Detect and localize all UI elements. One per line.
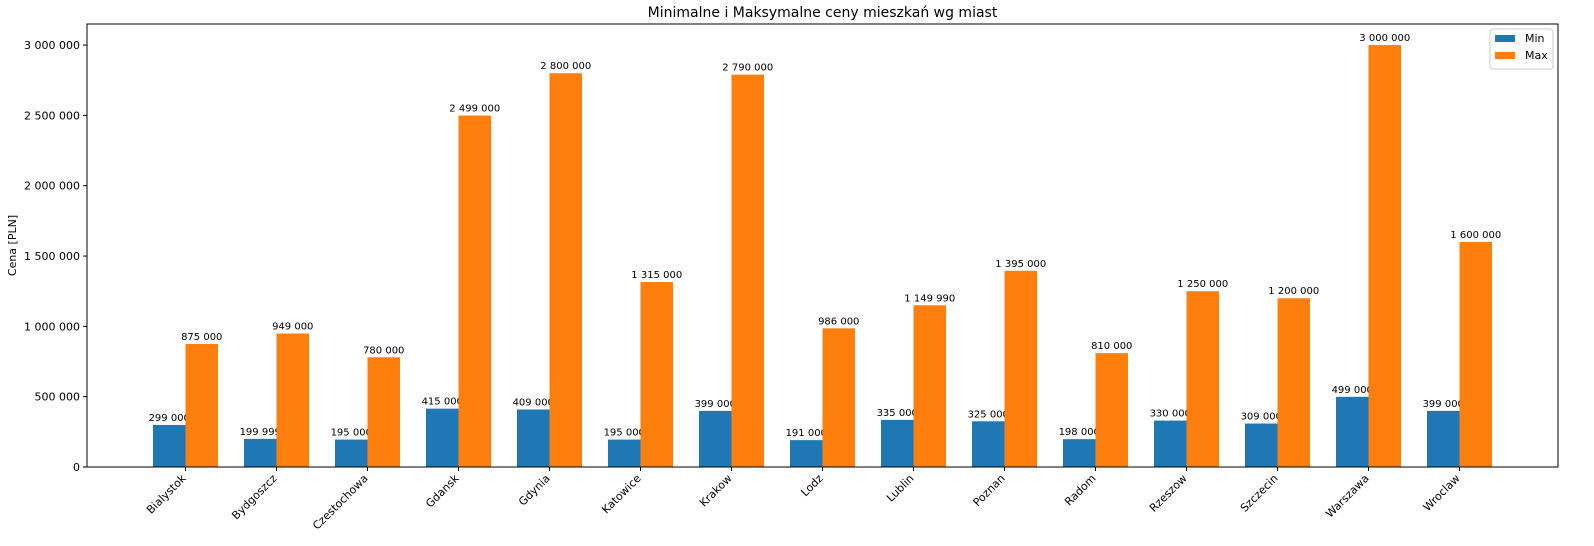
x-tick-label: Czestochowa [310, 472, 370, 532]
bar-min [1427, 410, 1460, 467]
data-label: 780 000 [363, 345, 404, 356]
bar-min [881, 419, 914, 467]
data-label: 409 000 [513, 397, 554, 408]
x-tick-label: Radom [1062, 472, 1098, 508]
data-label: 198 000 [1059, 427, 1100, 438]
y-tick-label: 2 000 000 [24, 180, 80, 193]
data-label: 309 000 [1241, 412, 1282, 423]
bar-max [185, 343, 218, 467]
x-tick-label: Rzeszow [1147, 472, 1190, 515]
y-tick-label: 3 000 000 [24, 39, 80, 52]
plot-area: 0 500 000 1 000 000 1 500 000 2 000 000 2 500… [24, 33, 1501, 532]
data-label: 1 200 000 [1268, 286, 1319, 297]
bar-max [1095, 353, 1128, 467]
legend-label-min: Min [1525, 32, 1545, 45]
data-label: 3 000 000 [1359, 33, 1410, 44]
bar-min [244, 438, 277, 467]
chart-title: Minimalne i Maksymalne ceny mieszkań wg … [648, 5, 998, 21]
bar-max [549, 73, 582, 467]
y-tick-label: 2 500 000 [24, 109, 80, 122]
x-tick-label: Warszawa [1323, 472, 1371, 520]
bar-min [153, 424, 186, 467]
bar-max [640, 282, 673, 467]
data-label: 299 000 [149, 413, 190, 424]
data-label: 335 000 [877, 408, 918, 419]
x-tick-label: Gdynia [516, 472, 553, 509]
bar-max [1186, 291, 1219, 467]
bar-max [1004, 270, 1037, 467]
bar-max [913, 305, 946, 467]
data-label: 2 800 000 [540, 61, 591, 72]
bar-min [426, 408, 459, 467]
y-tick-label: 1 500 000 [24, 250, 80, 263]
x-tick-label: Bialystok [144, 471, 189, 516]
x-tick-label: Lodz [798, 472, 825, 499]
data-label: 415 000 [422, 397, 463, 408]
legend: Min Max [1489, 28, 1554, 70]
bar-max [276, 333, 309, 467]
y-tick-label: 0 [73, 461, 80, 474]
x-tick-label: Krakow [697, 472, 735, 510]
data-label: 2 790 000 [722, 63, 773, 74]
data-label: 1 600 000 [1450, 230, 1501, 241]
data-label: 399 000 [695, 399, 736, 410]
bar-min [790, 440, 823, 467]
x-tick-label: Lublin [884, 472, 917, 505]
data-label: 325 000 [968, 409, 1009, 420]
data-label: 986 000 [818, 316, 859, 327]
y-tick-label: 1 000 000 [24, 320, 80, 333]
y-axis-label: Cena [PLN] [6, 215, 19, 276]
data-label: 195 000 [604, 428, 645, 439]
x-tick-label: Gdansk [423, 471, 462, 510]
data-label: 199 999 [240, 427, 281, 438]
data-label: 1 315 000 [631, 270, 682, 281]
bar-min [1154, 420, 1187, 467]
data-label: 330 000 [1150, 409, 1191, 420]
bar-max [822, 328, 855, 467]
x-tick-label: Szczecin [1238, 472, 1281, 515]
data-label: 875 000 [181, 332, 222, 343]
bar-max [1459, 241, 1492, 467]
data-label: 1 250 000 [1177, 279, 1228, 290]
legend-label-max: Max [1525, 49, 1548, 62]
bar-min [608, 439, 641, 467]
bar-min [1063, 439, 1096, 467]
x-tick-label: Bydgoszcz [229, 472, 279, 522]
bar-min [1245, 423, 1278, 467]
legend-swatch-max [1495, 52, 1515, 59]
data-label: 1 149 990 [904, 293, 955, 304]
data-label: 499 000 [1332, 385, 1373, 396]
bar-min [1336, 396, 1369, 467]
data-label: 949 000 [272, 322, 313, 333]
bar-min [517, 409, 550, 467]
data-label: 810 000 [1091, 341, 1132, 352]
data-label: 399 000 [1423, 399, 1464, 410]
bar-min [335, 439, 368, 467]
bar-min [972, 421, 1005, 467]
bar-max [731, 74, 764, 467]
data-label: 195 000 [331, 428, 372, 439]
bar-max [1368, 45, 1401, 467]
bar-max [458, 115, 491, 467]
bar-max [367, 357, 400, 467]
bar-min [699, 410, 732, 467]
bar-max [1277, 298, 1310, 467]
plot-frame [86, 23, 1559, 468]
data-label: 1 395 000 [995, 259, 1046, 270]
data-label: 2 499 000 [449, 104, 500, 115]
data-label: 191 000 [786, 428, 827, 439]
x-tick-label: Poznan [971, 472, 1008, 509]
x-tick-label: Katowice [599, 472, 643, 516]
legend-swatch-min [1495, 35, 1515, 42]
y-tick-label: 500 000 [35, 391, 81, 404]
x-tick-label: Wroclaw [1421, 472, 1463, 514]
